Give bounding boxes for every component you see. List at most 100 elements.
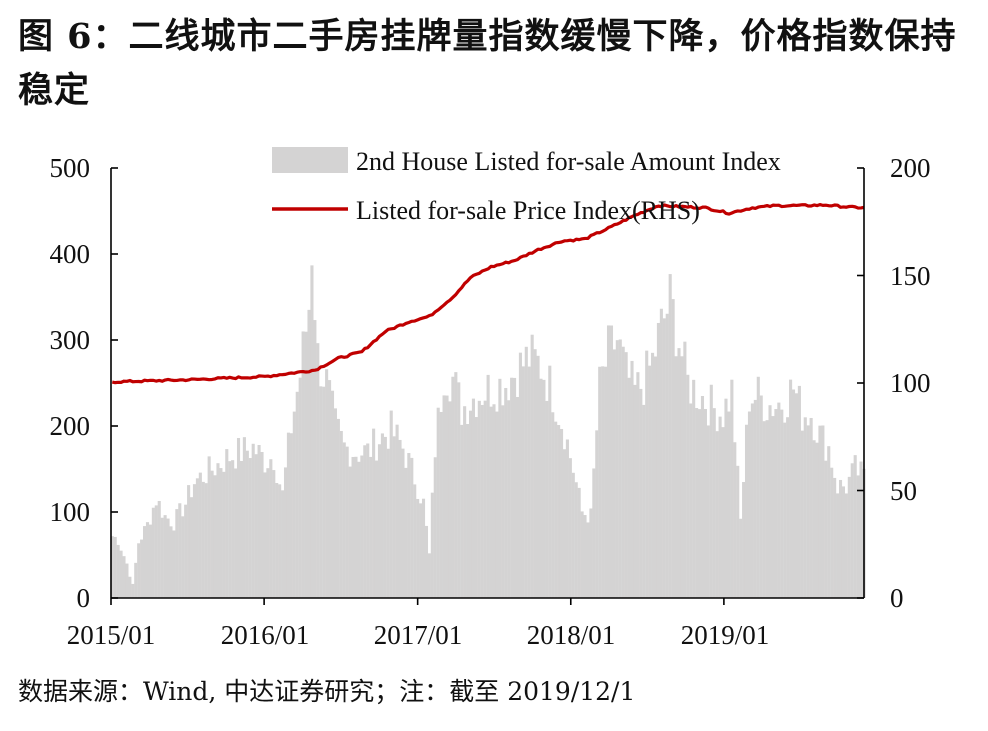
- bar-amount-index: [460, 424, 464, 598]
- bar-amount-index: [747, 411, 752, 598]
- bar-amount-index: [539, 378, 543, 598]
- bar-amount-index: [263, 472, 267, 598]
- bar-amount-index: [389, 410, 393, 598]
- y-right-tick-label: 50: [890, 476, 917, 506]
- bar-amount-index: [436, 407, 440, 598]
- bar-amount-index: [504, 387, 508, 598]
- legend-label-price-index: Listed for-sale Price Index(RHS): [356, 196, 700, 225]
- bar-amount-index: [154, 505, 158, 598]
- bar-amount-index: [856, 475, 860, 598]
- bar-amount-index: [598, 366, 602, 598]
- bar-amount-index: [380, 433, 384, 598]
- bar-amount-index: [172, 530, 176, 598]
- line-series-price-index: [111, 202, 865, 385]
- bar-amount-index: [615, 340, 619, 598]
- bar-amount-index: [562, 449, 567, 598]
- bar-amount-index: [298, 377, 302, 598]
- bar-amount-index: [824, 460, 828, 598]
- bar-amount-index: [668, 274, 672, 598]
- bar-amount-index: [257, 445, 261, 598]
- bar-amount-index: [477, 400, 481, 598]
- bar-amount-index: [821, 425, 825, 598]
- bar-amount-index: [521, 366, 525, 598]
- bar-amount-index: [128, 576, 132, 598]
- bar-amount-index: [448, 401, 452, 598]
- bar-amount-index: [304, 331, 308, 598]
- bar-amount-index: [483, 400, 487, 598]
- bar-amount-index: [137, 543, 141, 598]
- bar-amount-index: [275, 483, 279, 598]
- bar-amount-index: [601, 366, 605, 598]
- bar-amount-index: [759, 395, 763, 598]
- bar-amount-index: [686, 374, 690, 598]
- bar-amount-index: [733, 442, 737, 598]
- bar-amount-index: [838, 479, 843, 598]
- bar-amount-index: [571, 472, 575, 598]
- bar-amount-index: [771, 416, 775, 598]
- bar-amount-index: [791, 389, 796, 598]
- bar-amount-index: [119, 550, 123, 598]
- bar-amount-index: [231, 460, 235, 598]
- bar-amount-index: [189, 497, 194, 598]
- bar-amount-index: [474, 417, 478, 598]
- bar-amount-index: [201, 481, 205, 598]
- bar-amount-index: [286, 432, 290, 598]
- bar-amount-index: [163, 515, 167, 598]
- bar-amount-index: [374, 460, 379, 598]
- bar-amount-index: [386, 448, 390, 598]
- bar-amount-index: [659, 308, 663, 598]
- bar-amount-index: [739, 518, 743, 598]
- bar-amount-index: [178, 503, 182, 598]
- bar-amount-index: [744, 424, 749, 598]
- bar-amount-index: [292, 411, 296, 598]
- bar-amount-index: [310, 265, 314, 598]
- bar-amount-index: [533, 349, 537, 598]
- bar-amount-index: [342, 442, 346, 598]
- bar-amount-index: [151, 507, 155, 598]
- bar-amount-index: [272, 470, 276, 598]
- bar-amount-index: [589, 508, 593, 598]
- bar-amount-index: [624, 352, 628, 598]
- bar-amount-index: [559, 428, 564, 598]
- bar-amount-index: [557, 425, 561, 598]
- bar-amount-index: [325, 369, 329, 598]
- bar-amount-index: [645, 350, 649, 598]
- bar-amount-index: [424, 525, 429, 598]
- x-tick-label: 2019/01: [681, 620, 770, 650]
- x-tick-label: 2015/01: [67, 620, 156, 650]
- y-left-tick-label: 200: [50, 411, 91, 441]
- bar-amount-index: [330, 390, 335, 598]
- bar-amount-index: [818, 425, 822, 598]
- bar-amount-index: [565, 439, 569, 598]
- bar-amount-index: [853, 455, 857, 598]
- bar-amount-index: [812, 440, 816, 598]
- bar-amount-index: [348, 466, 352, 598]
- bar-amount-index: [336, 418, 340, 598]
- bar-amount-index: [419, 503, 423, 598]
- bar-amount-index: [236, 438, 241, 598]
- bar-amount-index: [510, 377, 514, 598]
- bar-amount-index: [407, 453, 411, 598]
- bar-amount-index: [527, 366, 531, 598]
- bar-series-listed-amount: [110, 265, 866, 598]
- bar-amount-index: [803, 417, 807, 598]
- bar-amount-index: [213, 475, 217, 598]
- bar-amount-index: [360, 455, 364, 598]
- bar-amount-index: [542, 379, 546, 598]
- bar-amount-index: [207, 456, 211, 598]
- bar-amount-index: [401, 448, 405, 598]
- bar-amount-index: [709, 384, 713, 598]
- bar-amount-index: [774, 409, 778, 598]
- bar-amount-index: [844, 493, 848, 598]
- y-right-tick-label: 0: [890, 583, 904, 613]
- bar-amount-index: [301, 331, 305, 598]
- bar-amount-index: [765, 420, 769, 598]
- bar-amount-index: [859, 461, 863, 598]
- bar-amount-index: [674, 356, 678, 598]
- bar-amount-index: [545, 400, 549, 598]
- bar-amount-index: [187, 485, 191, 598]
- bar-amount-index: [680, 356, 684, 598]
- bar-amount-index: [442, 395, 446, 598]
- bar-amount-index: [574, 482, 578, 598]
